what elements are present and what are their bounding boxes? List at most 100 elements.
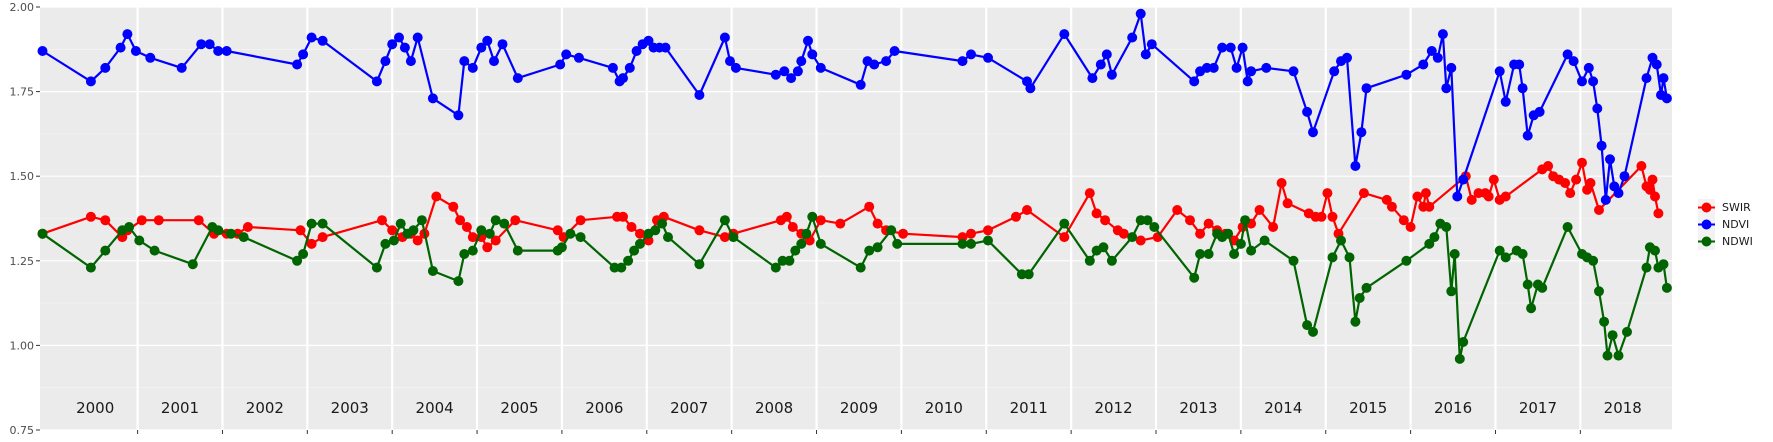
ndwi-point <box>1449 249 1460 259</box>
ndvi-point <box>1534 106 1545 117</box>
swir-point <box>1084 188 1095 199</box>
ndwi-point <box>298 249 309 259</box>
year-label: 2010 <box>925 399 963 417</box>
ndwi-point <box>719 215 730 226</box>
swir-point <box>1644 184 1655 195</box>
ndvi-point <box>770 69 781 80</box>
ndwi-point <box>1336 235 1346 246</box>
ndwi-point <box>317 218 328 229</box>
ndwi-point <box>770 262 781 273</box>
series-ndwi <box>37 211 1672 364</box>
swir-point <box>1585 178 1596 188</box>
y-axis: 0.75 1.00 1.25 1.50 1.75 2.00 <box>10 1 40 437</box>
ndvi-point <box>122 29 133 40</box>
legend-item-ndwi: NDWI <box>1698 233 1753 250</box>
ndwi-point <box>1354 293 1365 303</box>
ndwi-point <box>1195 249 1206 259</box>
ndvi-point <box>779 66 790 77</box>
ndwi-point <box>892 238 903 249</box>
swir-point <box>510 215 521 226</box>
year-label: 2004 <box>416 399 454 417</box>
ndvi-point <box>1350 161 1361 171</box>
legend-key-point <box>1701 219 1712 230</box>
swir-point <box>1636 161 1647 171</box>
ndvi-point <box>1127 32 1138 43</box>
ndwi-point <box>1429 232 1440 243</box>
ndvi-point <box>453 110 464 121</box>
ndwi-point <box>100 245 111 256</box>
ndvi-point <box>130 46 141 56</box>
swir-point <box>1316 211 1327 222</box>
ndvi-point <box>1242 76 1253 87</box>
ndvi-point <box>1025 83 1036 94</box>
ndvi-point <box>1418 59 1429 70</box>
ndvi-point <box>1500 96 1511 107</box>
swir-point <box>1022 205 1032 215</box>
ndwi-point <box>807 211 818 222</box>
swir-point <box>1282 198 1293 209</box>
swir-point <box>1577 157 1587 168</box>
ndwi-point <box>1594 286 1604 297</box>
ndwi-point <box>1350 316 1361 327</box>
year-label: 2007 <box>670 399 708 417</box>
ndwi-point <box>499 218 510 229</box>
ndwi-point <box>1562 222 1573 232</box>
ndwi-point <box>565 228 576 239</box>
ndvi-point <box>427 93 438 104</box>
ndwi-point <box>427 266 438 276</box>
ndwi-point <box>1526 303 1537 314</box>
ndvi-point <box>803 35 813 46</box>
ndvi-point <box>196 39 207 50</box>
ndvi-point <box>1583 62 1594 73</box>
ndwi-point <box>1658 259 1669 270</box>
ndvi-point <box>869 59 880 70</box>
ndvi-point <box>1189 76 1200 87</box>
ndwi-point <box>292 255 303 266</box>
y-tick-label: 1.50 <box>10 170 35 183</box>
ndwi-point <box>966 238 976 249</box>
ndwi-point <box>1454 353 1465 364</box>
grid-lines <box>40 6 1672 431</box>
swir-point <box>835 218 846 229</box>
ndvi-point <box>618 73 628 84</box>
swir-point <box>1412 191 1423 202</box>
ndwi-point <box>37 228 48 239</box>
swir-point <box>1647 174 1658 185</box>
swir-point <box>482 242 493 253</box>
ndwi-point <box>1622 326 1632 337</box>
swir-point <box>1650 191 1660 202</box>
swir-point <box>295 225 306 236</box>
ndvi-point <box>387 39 398 50</box>
ndvi-point <box>213 46 224 56</box>
ndvi-point <box>467 62 478 73</box>
ndwi-point <box>801 228 812 239</box>
ndwi-point <box>467 245 478 256</box>
ndwi-point <box>1661 282 1672 293</box>
year-label: 2017 <box>1519 399 1557 417</box>
ndvi-point <box>1658 73 1669 84</box>
swir-point <box>719 232 730 243</box>
swir-point <box>618 211 628 222</box>
swir-point <box>815 215 826 226</box>
ndvi-point <box>1517 83 1528 94</box>
ndwi-point <box>1424 238 1435 249</box>
ndvi-point <box>459 56 470 67</box>
ndvi-point <box>730 62 741 73</box>
ndvi-point <box>176 62 187 73</box>
ndvi-point <box>317 35 328 46</box>
year-label: 2018 <box>1604 399 1642 417</box>
swir-point <box>1268 222 1279 232</box>
ndwi-point <box>1458 337 1469 347</box>
ndwi-point <box>408 225 419 236</box>
ndwi-point <box>1602 350 1613 361</box>
swir-point <box>1327 211 1338 222</box>
year-label: 2003 <box>331 399 369 417</box>
swir-point <box>898 228 909 239</box>
ndwi-point <box>149 245 160 256</box>
swir-point <box>781 211 792 222</box>
ndvi-point <box>643 35 654 46</box>
ndwi-point <box>1344 252 1355 263</box>
ndwi-point <box>1500 252 1511 263</box>
ndvi-point <box>412 32 423 43</box>
swir-point <box>136 215 147 226</box>
